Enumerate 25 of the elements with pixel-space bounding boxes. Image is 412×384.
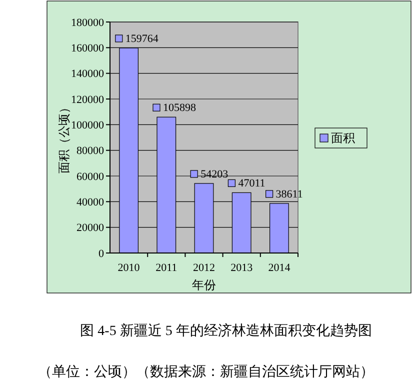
y-tick-label: 40000	[76, 196, 104, 209]
data-label: 159764	[125, 32, 159, 45]
y-axis-title: 面积（公顷）	[57, 102, 71, 174]
y-tick-label: 80000	[76, 145, 104, 158]
y-tick-label: 140000	[71, 68, 104, 80]
x-tick-label: 2012	[193, 262, 215, 274]
y-tick-label: 180000	[71, 16, 104, 29]
text: 图 4-5 新疆近 5 年的经济林造林面积变化趋势图	[80, 323, 372, 339]
y-tick-label: 60000	[76, 170, 104, 183]
legend-label: 面积	[331, 131, 355, 145]
data-label: 54203	[200, 168, 229, 180]
x-axis-title: 年份	[192, 278, 216, 292]
data-label: 47011	[238, 178, 266, 190]
x-tick-label: 2013	[230, 262, 254, 274]
data-label: 105898	[163, 102, 196, 114]
y-tick-label: 100000	[71, 120, 104, 132]
data-label: 38611	[276, 188, 303, 200]
y-tick-label: 160000	[71, 42, 104, 55]
x-tick-label: 2014	[268, 262, 291, 274]
x-tick-label: 2010	[118, 262, 140, 274]
y-tick-label: 20000	[76, 222, 104, 234]
text: （单位：公顷）（数据来源：新疆自治区统计厅网站）	[38, 364, 374, 380]
y-tick-label: 120000	[71, 94, 104, 106]
x-tick-label: 2011	[156, 262, 178, 274]
y-tick-label: 0	[98, 248, 104, 260]
